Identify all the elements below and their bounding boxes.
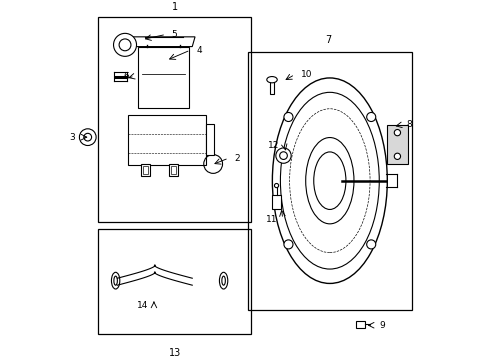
Text: 9: 9 [378, 321, 384, 330]
Bar [98, 229, 251, 334]
Text: 1: 1 [171, 2, 178, 12]
Bar [269, 80, 274, 94]
Bar [206, 124, 213, 155]
Circle shape [284, 240, 292, 249]
Polygon shape [132, 37, 195, 46]
Bar [170, 166, 176, 174]
Circle shape [279, 152, 287, 159]
Circle shape [79, 129, 96, 145]
Circle shape [366, 240, 375, 249]
Bar [138, 46, 188, 108]
Text: 7: 7 [325, 35, 330, 45]
Bar [142, 166, 148, 174]
Text: 2: 2 [234, 154, 240, 163]
Circle shape [275, 148, 290, 163]
Circle shape [366, 112, 375, 122]
Bar [141, 164, 150, 176]
Text: 8: 8 [406, 121, 412, 130]
Ellipse shape [272, 78, 386, 283]
Bar [247, 52, 411, 310]
Ellipse shape [266, 77, 277, 83]
Text: 12: 12 [267, 141, 279, 150]
Bar [168, 164, 178, 176]
Bar [98, 17, 251, 222]
Ellipse shape [114, 276, 117, 285]
Ellipse shape [305, 138, 353, 224]
Bar [386, 125, 407, 164]
Ellipse shape [222, 276, 225, 285]
Text: 14: 14 [137, 301, 148, 310]
Text: 5: 5 [171, 30, 177, 39]
Circle shape [284, 112, 292, 122]
Bar [271, 195, 281, 209]
Text: 13: 13 [168, 348, 181, 358]
Circle shape [119, 39, 131, 51]
Text: 3: 3 [69, 132, 75, 141]
Circle shape [393, 153, 400, 159]
Text: 4: 4 [196, 46, 201, 55]
Circle shape [393, 130, 400, 136]
Bar [355, 321, 364, 328]
Ellipse shape [219, 272, 227, 289]
Bar [127, 114, 206, 165]
Ellipse shape [111, 272, 120, 289]
Circle shape [113, 33, 136, 57]
Text: 6: 6 [123, 72, 129, 81]
Text: 11: 11 [265, 215, 277, 224]
Text: 10: 10 [300, 70, 311, 79]
Circle shape [84, 133, 91, 141]
Circle shape [274, 184, 278, 188]
